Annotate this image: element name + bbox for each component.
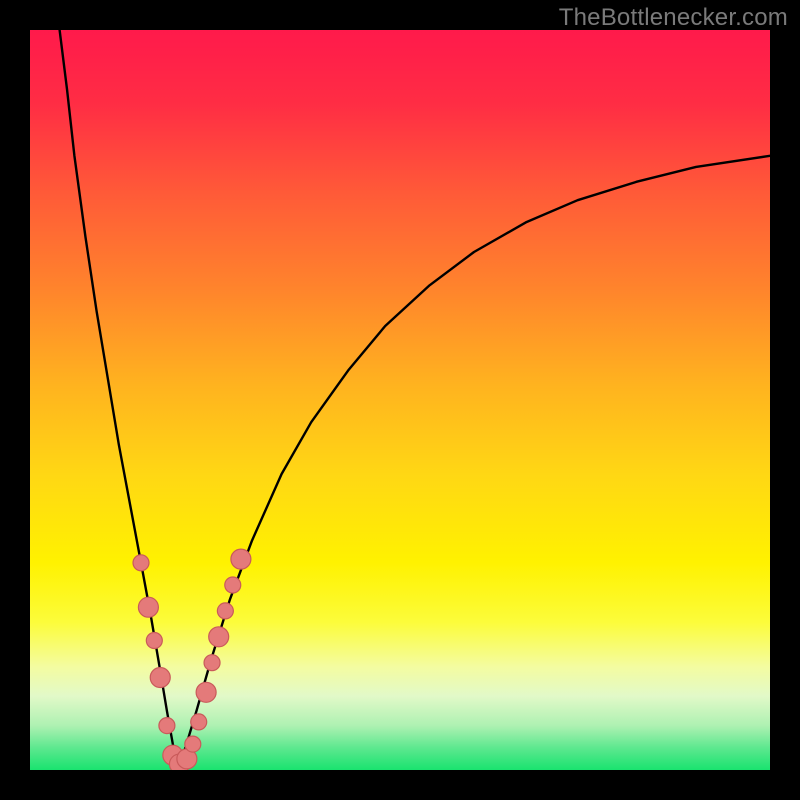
data-marker [185, 736, 201, 752]
data-marker [209, 627, 229, 647]
data-marker [138, 597, 158, 617]
data-marker [217, 603, 233, 619]
data-marker [225, 577, 241, 593]
data-marker [231, 549, 251, 569]
watermark-text: TheBottlenecker.com [559, 4, 788, 32]
data-marker [133, 555, 149, 571]
chart-frame: TheBottlenecker.com [0, 0, 800, 800]
data-marker [204, 655, 220, 671]
data-marker [146, 633, 162, 649]
data-marker [191, 714, 207, 730]
data-marker [159, 718, 175, 734]
data-marker [150, 668, 170, 688]
chart-svg [30, 30, 770, 770]
plot-area [30, 30, 770, 770]
data-marker [196, 682, 216, 702]
bottleneck-curve [60, 30, 770, 766]
